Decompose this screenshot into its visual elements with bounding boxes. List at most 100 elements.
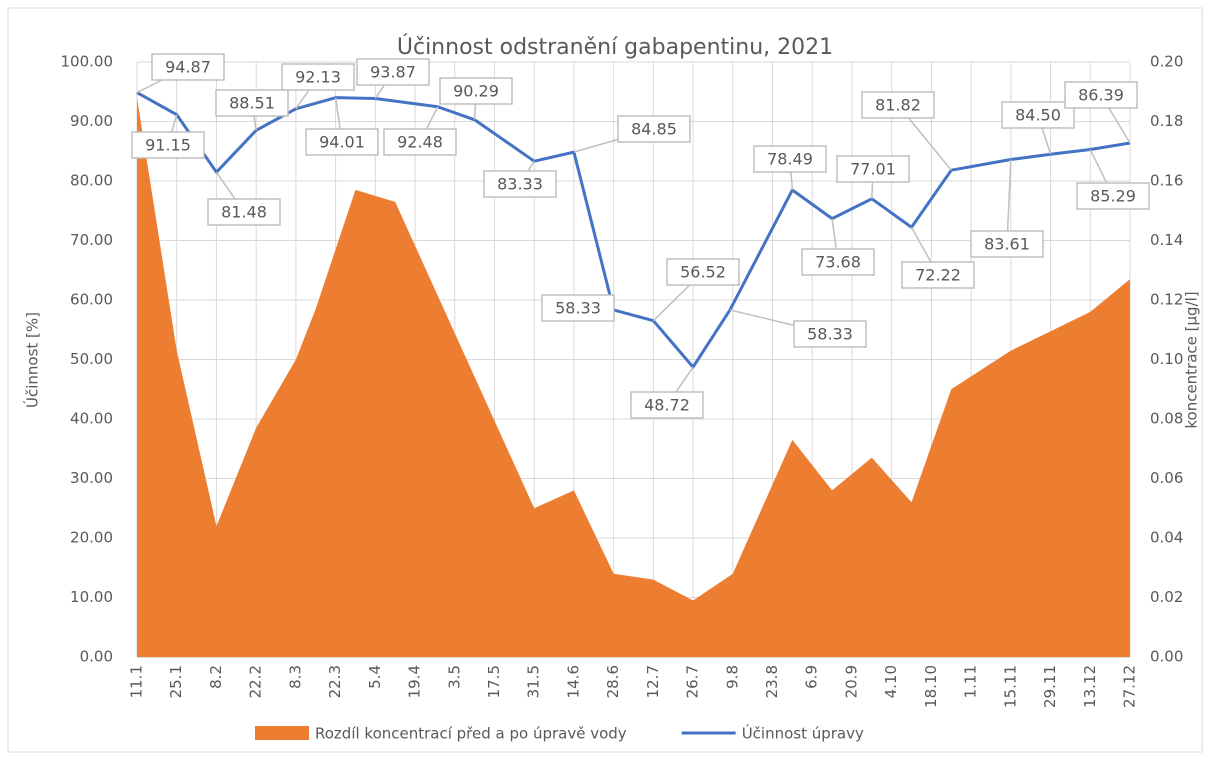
y-tick-label: 0.00 xyxy=(80,648,113,666)
data-label-box xyxy=(215,89,289,117)
data-label: 85.29 xyxy=(1090,187,1136,206)
y-tick-label: 80.00 xyxy=(70,172,113,190)
y2-axis-title: koncentrace [µg/l] xyxy=(1183,291,1201,428)
legend-swatch xyxy=(255,726,309,740)
x-tick-label: 8.2 xyxy=(207,665,225,689)
y2-tick-label: 0.20 xyxy=(1150,53,1183,71)
data-label-box xyxy=(439,77,513,105)
y2-tick-label: 0.02 xyxy=(1150,588,1183,606)
data-label-box xyxy=(836,155,910,183)
data-label-box xyxy=(281,63,355,91)
y2-tick-label: 0.10 xyxy=(1150,350,1183,368)
y2-tick-label: 0.00 xyxy=(1150,648,1183,666)
x-tick-label: 1.11 xyxy=(962,665,980,698)
x-tick-label: 22.2 xyxy=(247,665,265,698)
data-label-box xyxy=(1001,101,1075,129)
x-tick-label: 5.4 xyxy=(366,665,384,689)
y2-tick-label: 0.16 xyxy=(1150,172,1183,190)
legend-label: Rozdíl koncentrací před a po úpravě vody xyxy=(315,725,627,743)
data-label-box xyxy=(305,128,379,156)
x-tick-label: 17.5 xyxy=(485,665,503,698)
y-tick-label: 40.00 xyxy=(70,410,113,428)
area xyxy=(137,97,1130,657)
y-tick-label: 70.00 xyxy=(70,231,113,249)
x-tick-label: 26.7 xyxy=(684,665,702,698)
x-tick-label: 11.1 xyxy=(128,665,146,698)
data-label-box xyxy=(970,230,1044,258)
data-label: 73.68 xyxy=(815,253,861,272)
data-label: 77.01 xyxy=(850,160,896,179)
data-label: 81.48 xyxy=(221,203,267,222)
data-label-box xyxy=(1076,182,1150,210)
data-label: 86.39 xyxy=(1078,86,1124,105)
data-label: 78.49 xyxy=(767,150,813,169)
x-tick-label: 13.12 xyxy=(1081,665,1099,708)
x-tick-label: 20.9 xyxy=(842,665,860,698)
x-tick-label: 28.6 xyxy=(604,665,622,698)
data-label-box xyxy=(793,320,867,348)
data-label: 90.29 xyxy=(453,82,499,101)
marks xyxy=(136,91,1131,657)
x-tick-label: 27.12 xyxy=(1121,665,1139,708)
y2-tick-label: 0.06 xyxy=(1150,469,1183,487)
data-label-box xyxy=(801,248,875,276)
data-label-box xyxy=(207,198,281,226)
y-tick-label: 60.00 xyxy=(70,291,113,309)
y-tick-label: 30.00 xyxy=(70,469,113,487)
legend: Rozdíl koncentrací před a po úpravě vody… xyxy=(255,724,864,743)
y-tick-label: 10.00 xyxy=(70,588,113,606)
data-label: 93.87 xyxy=(370,63,416,82)
legend-label: Účinnost úpravy xyxy=(742,724,864,743)
data-label: 92.48 xyxy=(397,133,443,152)
data-label-box xyxy=(151,53,225,81)
chart-title: Účinnost odstranění gabapentinu, 2021 xyxy=(397,34,833,60)
data-label-box xyxy=(666,258,740,286)
data-label: 84.85 xyxy=(631,120,677,139)
y-tick-label: 100.00 xyxy=(61,53,114,71)
x-tick-label: 6.9 xyxy=(803,665,821,689)
data-label-box xyxy=(753,145,827,173)
data-label-box xyxy=(617,115,691,143)
data-label: 56.52 xyxy=(680,263,726,282)
data-label: 83.33 xyxy=(497,175,543,194)
y2-tick-label: 0.12 xyxy=(1150,291,1183,309)
x-tick-label: 3.5 xyxy=(445,665,463,689)
data-label: 91.15 xyxy=(145,136,191,155)
y-axis-title: Účinnost [%] xyxy=(23,312,42,408)
data-label-box xyxy=(383,128,457,156)
y-tick-label: 20.00 xyxy=(70,529,113,547)
data-label: 94.01 xyxy=(319,133,365,152)
data-label: 72.22 xyxy=(915,266,961,285)
y2-tick-label: 0.08 xyxy=(1150,410,1183,428)
x-tick-label: 4.10 xyxy=(882,665,900,698)
x-tick-label: 14.6 xyxy=(564,665,582,698)
data-label: 81.82 xyxy=(875,96,921,115)
data-label: 58.33 xyxy=(555,299,601,318)
x-tick-label: 9.8 xyxy=(723,665,741,689)
x-tick-label: 25.1 xyxy=(167,665,185,698)
data-label-box xyxy=(483,170,557,198)
leader-line xyxy=(1006,159,1012,245)
x-tick-label: 19.4 xyxy=(406,665,424,698)
y2-tick-label: 0.18 xyxy=(1150,112,1183,130)
data-label-box xyxy=(630,391,704,419)
x-tick-label: 29.11 xyxy=(1041,665,1059,708)
data-label: 92.13 xyxy=(295,68,341,87)
data-label-box xyxy=(356,58,430,86)
x-tick-label: 8.3 xyxy=(286,665,304,689)
data-label-box xyxy=(131,131,205,159)
x-tick-label: 18.10 xyxy=(922,665,940,708)
y2-tick-label: 0.14 xyxy=(1150,231,1183,249)
data-label: 58.33 xyxy=(807,325,853,344)
data-label: 84.50 xyxy=(1015,106,1061,125)
x-tick-label: 15.11 xyxy=(1001,665,1019,708)
y-tick-label: 50.00 xyxy=(70,350,113,368)
x-tick-label: 23.8 xyxy=(763,665,781,698)
data-label-box xyxy=(861,91,935,119)
data-label: 83.61 xyxy=(984,235,1030,254)
y2-tick-label: 0.04 xyxy=(1150,529,1183,547)
data-label: 88.51 xyxy=(229,94,275,113)
data-labels: 94.87 91.15 81.48 88.51 92.13 94.01 93.87 92.48… xyxy=(131,53,1150,419)
line xyxy=(136,91,1131,369)
